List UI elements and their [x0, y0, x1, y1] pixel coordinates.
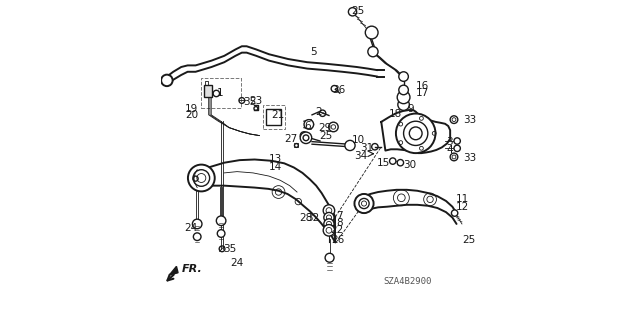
Circle shape [450, 116, 458, 123]
Text: 26: 26 [331, 235, 344, 245]
Circle shape [348, 8, 356, 16]
Circle shape [365, 26, 378, 39]
Text: 35: 35 [243, 97, 256, 107]
Circle shape [270, 114, 278, 122]
Text: 12: 12 [456, 202, 469, 212]
Text: 34: 34 [354, 151, 367, 161]
Text: 22: 22 [330, 225, 344, 235]
Text: 2: 2 [316, 107, 322, 117]
Text: 36: 36 [332, 85, 346, 95]
Text: 9: 9 [408, 104, 414, 114]
Text: SZA4B2900: SZA4B2900 [384, 277, 432, 286]
Text: 6: 6 [305, 121, 311, 131]
Circle shape [399, 85, 408, 95]
Text: 18: 18 [389, 109, 403, 119]
Text: 33: 33 [463, 115, 476, 125]
Text: 31: 31 [360, 143, 374, 153]
Text: 5: 5 [310, 48, 317, 57]
Text: 14: 14 [269, 161, 282, 172]
Circle shape [323, 205, 335, 216]
Text: 15: 15 [377, 158, 390, 168]
Circle shape [300, 132, 312, 144]
Text: 1: 1 [216, 87, 223, 98]
Text: 11: 11 [456, 194, 469, 204]
Circle shape [454, 138, 460, 144]
Circle shape [193, 219, 202, 229]
Text: 24: 24 [184, 223, 197, 233]
Circle shape [324, 212, 334, 223]
Text: 23: 23 [249, 96, 262, 106]
Text: 19: 19 [185, 104, 198, 114]
Bar [204, 85, 212, 97]
Bar [266, 109, 281, 125]
Text: 17: 17 [416, 88, 429, 98]
Text: 20: 20 [185, 110, 198, 121]
Circle shape [193, 233, 201, 241]
Circle shape [328, 122, 338, 132]
Text: 29: 29 [318, 123, 331, 133]
Circle shape [450, 153, 458, 161]
Bar [202, 78, 241, 108]
Circle shape [324, 219, 334, 229]
Text: 7: 7 [337, 211, 343, 221]
Circle shape [216, 216, 226, 226]
Circle shape [300, 132, 308, 139]
Circle shape [188, 165, 215, 191]
Polygon shape [381, 110, 450, 153]
Circle shape [399, 72, 408, 81]
Text: 8: 8 [337, 218, 343, 228]
Text: 3: 3 [446, 137, 452, 147]
Circle shape [218, 230, 225, 237]
Text: 24: 24 [230, 258, 243, 268]
Circle shape [304, 120, 314, 129]
Text: 35: 35 [223, 244, 236, 255]
Text: 33: 33 [463, 153, 476, 163]
Circle shape [390, 158, 396, 164]
Text: 16: 16 [416, 81, 429, 91]
Text: 32: 32 [306, 212, 319, 223]
Text: 13: 13 [269, 154, 282, 164]
Circle shape [355, 194, 374, 213]
Circle shape [161, 75, 173, 86]
Text: 27: 27 [284, 134, 297, 144]
Polygon shape [364, 190, 456, 224]
Circle shape [323, 225, 335, 236]
Text: 25: 25 [351, 6, 365, 16]
Text: 28: 28 [300, 212, 313, 223]
Circle shape [325, 253, 334, 262]
Polygon shape [170, 266, 178, 275]
Text: 30: 30 [404, 160, 417, 170]
Circle shape [368, 47, 378, 57]
Circle shape [451, 210, 458, 216]
Circle shape [397, 91, 410, 104]
Circle shape [345, 140, 355, 151]
Bar [263, 105, 285, 129]
Circle shape [396, 114, 435, 153]
Text: 21: 21 [271, 110, 285, 121]
Text: 4: 4 [446, 145, 452, 155]
Text: 10: 10 [352, 135, 365, 145]
Text: FR.: FR. [182, 263, 203, 274]
Text: 25: 25 [319, 130, 333, 141]
Circle shape [454, 145, 460, 152]
Text: 25: 25 [462, 235, 476, 245]
Circle shape [398, 99, 410, 110]
